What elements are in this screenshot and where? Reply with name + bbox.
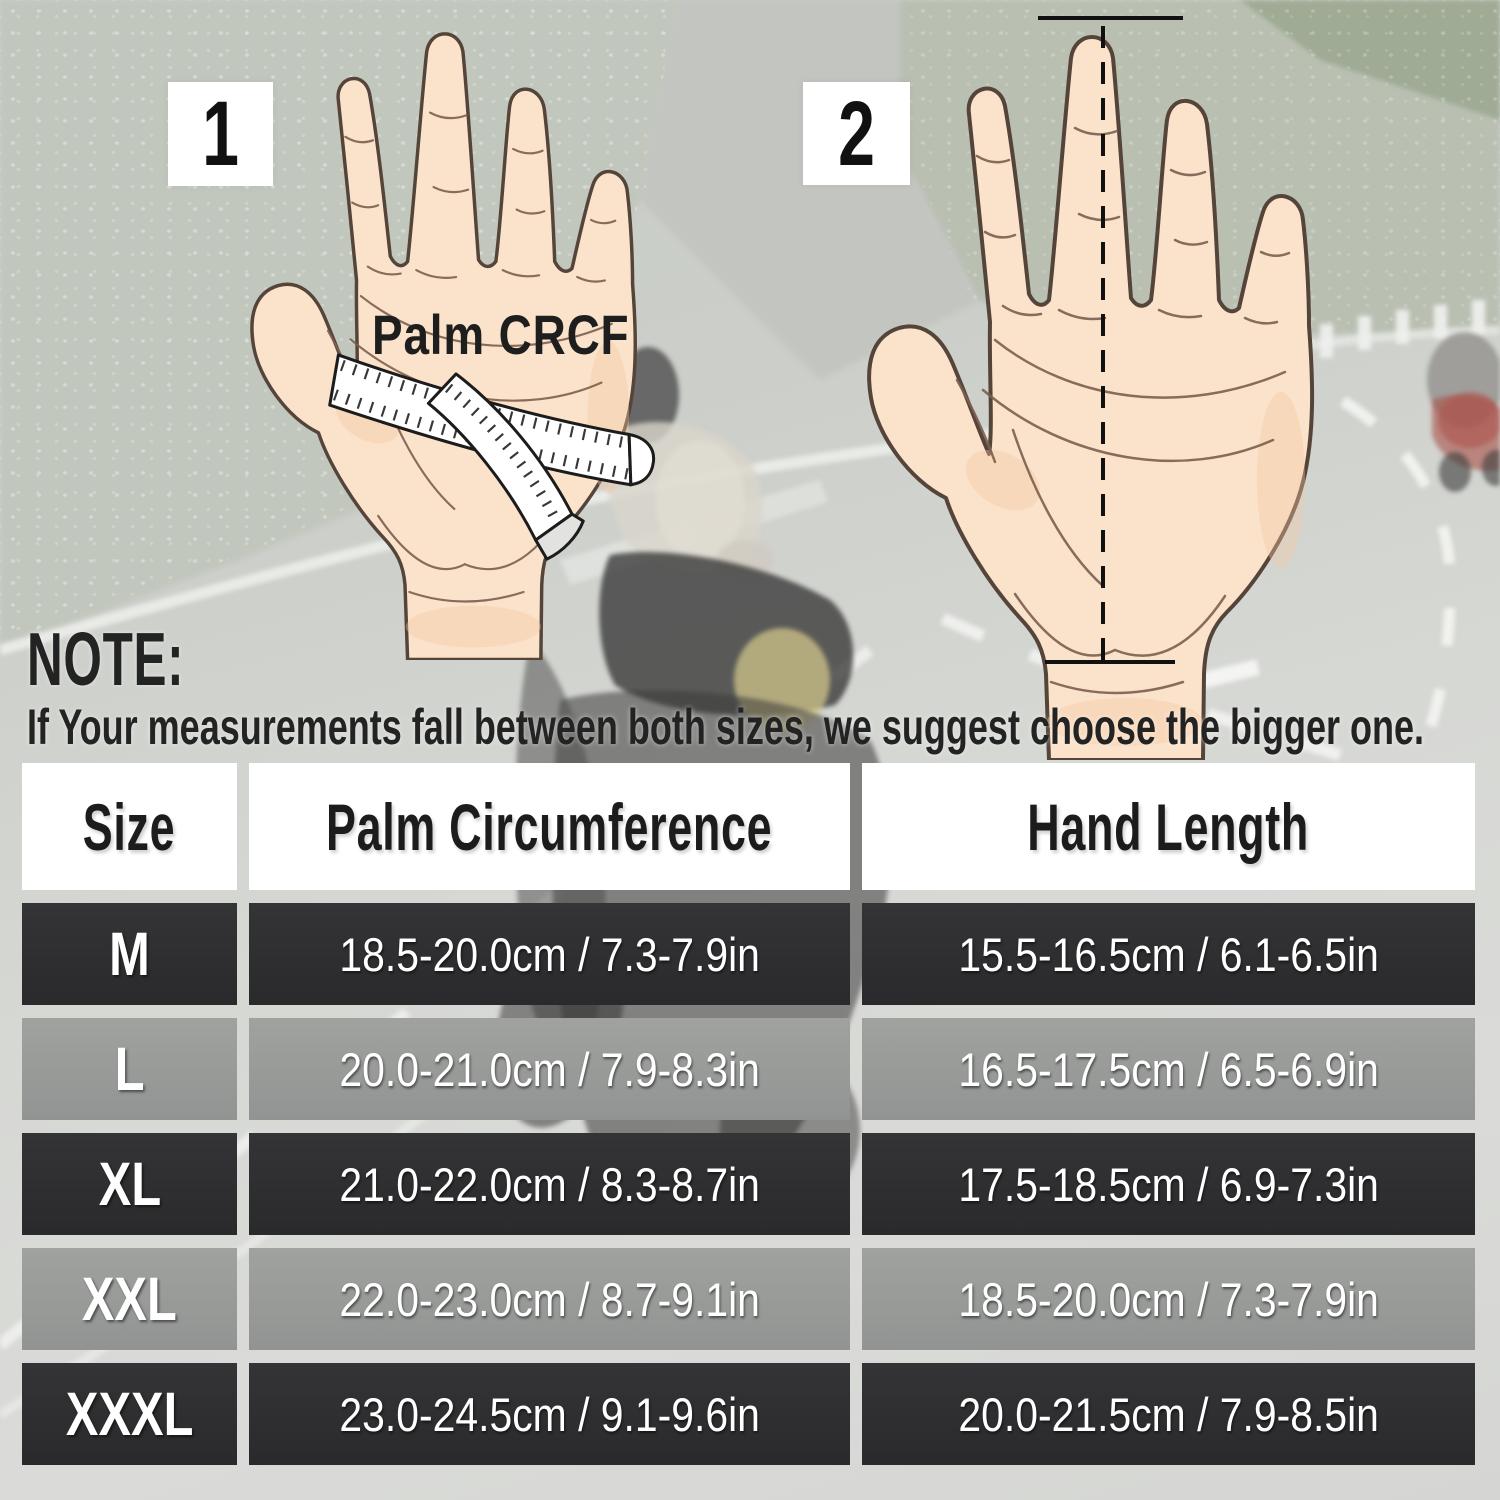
palm-circumference-label: Palm CRCF xyxy=(372,303,630,366)
hand-cell-xxl: 18.5-20.0cm / 7.3-7.9in xyxy=(862,1248,1475,1350)
hand-illustration-hand-length xyxy=(867,16,1315,760)
palm-cell-xxxl: 23.0-24.5cm / 9.1-9.6in xyxy=(249,1363,850,1465)
hand-illustration-palm-circumference xyxy=(250,32,656,660)
meadow-right-dark-corner xyxy=(1240,0,1500,120)
hand-cell-xxxl: 20.0-21.5cm / 7.9-8.5in xyxy=(862,1363,1475,1465)
step-1-number: 1 xyxy=(202,83,239,185)
measuring-tape xyxy=(328,353,656,561)
road-dashed-line-right xyxy=(1266,362,1456,763)
hand-cell-l: 16.5-17.5cm / 6.5-6.9in xyxy=(862,1018,1475,1120)
column-header-hand-length: Hand Length xyxy=(862,763,1475,890)
column-header-palm-circumference: Palm Circumference xyxy=(249,763,850,890)
palm-cell-m: 18.5-20.0cm / 7.3-7.9in xyxy=(249,903,850,1005)
hand-cell-m: 15.5-16.5cm / 6.1-6.5in xyxy=(862,903,1475,1005)
size-cell-xl: XL xyxy=(22,1133,237,1235)
road-dashed-line-mid xyxy=(902,594,1342,761)
size-cell-l: L xyxy=(22,1018,237,1120)
size-chart-table: Size Palm Circumference Hand Length M 18… xyxy=(22,763,1475,1465)
column-header-size: Size xyxy=(22,763,237,890)
step-2-badge: 2 xyxy=(803,82,910,185)
step-1-badge: 1 xyxy=(168,82,273,186)
palm-cell-l: 20.0-21.0cm / 7.9-8.3in xyxy=(249,1018,850,1120)
size-cell-xxl: XXL xyxy=(22,1248,237,1350)
hand-cell-xl: 17.5-18.5cm / 6.9-7.3in xyxy=(862,1133,1475,1235)
size-cell-xxxl: XXXL xyxy=(22,1363,237,1465)
note-title: NOTE: xyxy=(27,617,185,701)
palm-cell-xl: 21.0-22.0cm / 8.3-8.7in xyxy=(249,1133,850,1235)
note-body: If Your measurements fall between both s… xyxy=(27,699,1424,755)
size-cell-m: M xyxy=(22,903,237,1005)
palm-cell-xxl: 22.0-23.0cm / 8.7-9.1in xyxy=(249,1248,850,1350)
hand-length-measure-lines xyxy=(1038,16,1183,664)
motorcyclist-right xyxy=(1427,332,1500,492)
step-2-number: 2 xyxy=(838,82,875,185)
